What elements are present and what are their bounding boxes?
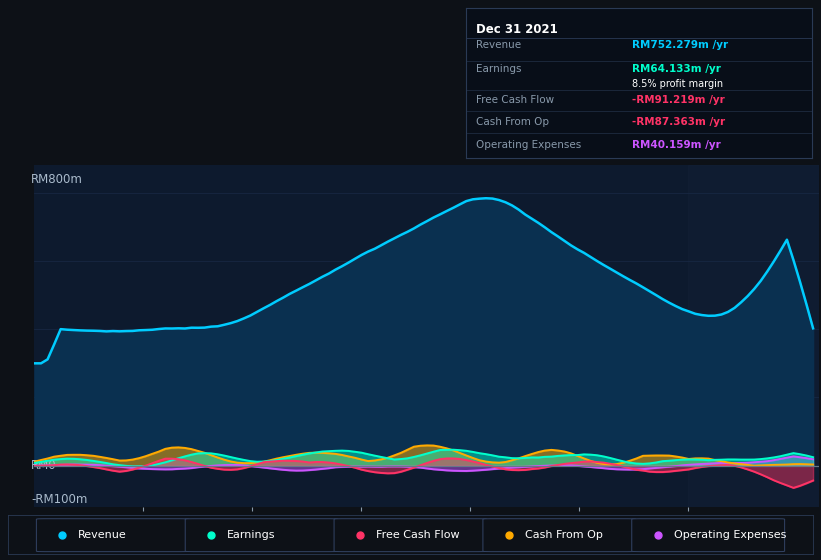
Text: Operating Expenses: Operating Expenses [673,530,786,540]
FancyBboxPatch shape [36,519,189,552]
Text: RM752.279m /yr: RM752.279m /yr [632,40,728,50]
Text: Cash From Op: Cash From Op [476,117,549,127]
Text: RM64.133m /yr: RM64.133m /yr [632,64,721,73]
FancyBboxPatch shape [334,519,487,552]
Text: Operating Expenses: Operating Expenses [476,140,581,150]
Bar [688,165,819,507]
Text: -RM91.219m /yr: -RM91.219m /yr [632,95,725,105]
Text: Revenue: Revenue [78,530,127,540]
Text: RM0: RM0 [31,459,57,472]
FancyBboxPatch shape [483,519,635,552]
Text: Cash From Op: Cash From Op [525,530,603,540]
Text: Free Cash Flow: Free Cash Flow [376,530,460,540]
Text: RM800m: RM800m [31,172,83,186]
Text: Dec 31 2021: Dec 31 2021 [476,23,557,36]
Text: RM40.159m /yr: RM40.159m /yr [632,140,721,150]
Text: 8.5% profit margin: 8.5% profit margin [632,80,723,90]
FancyBboxPatch shape [632,519,785,552]
Text: Free Cash Flow: Free Cash Flow [476,95,554,105]
Text: -RM100m: -RM100m [31,493,88,506]
FancyBboxPatch shape [186,519,338,552]
Text: Revenue: Revenue [476,40,521,50]
Text: -RM87.363m /yr: -RM87.363m /yr [632,117,725,127]
Text: Earnings: Earnings [476,64,521,74]
Text: Earnings: Earnings [227,530,276,540]
